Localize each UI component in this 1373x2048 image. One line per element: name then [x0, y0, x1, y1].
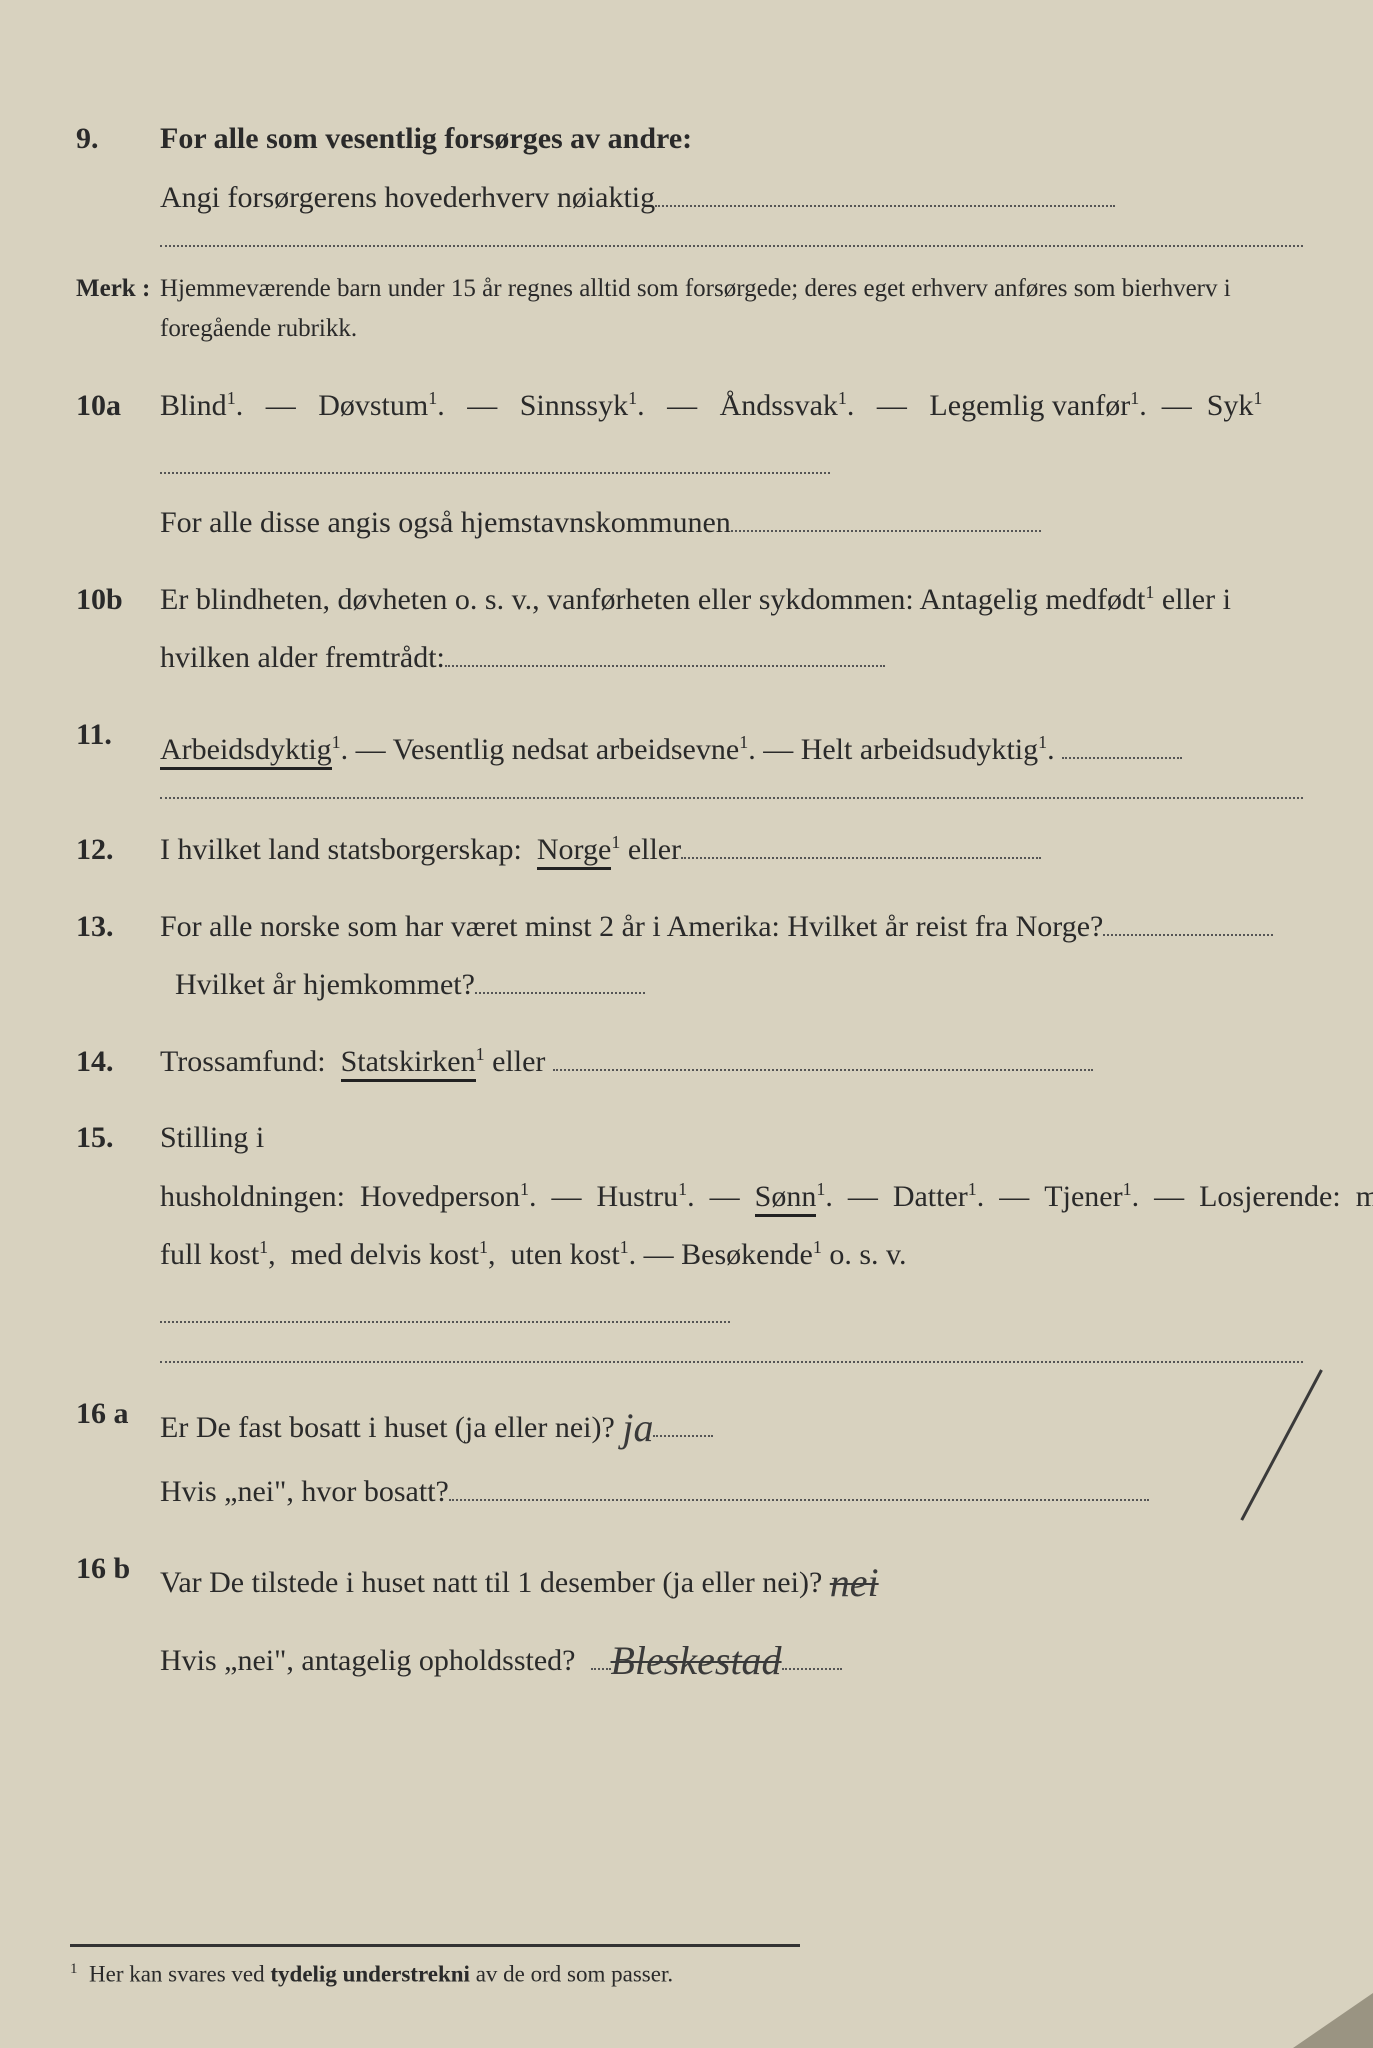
question-16a: 16 a Er De fast bosatt i huset (ja eller… — [70, 1385, 1303, 1522]
q13-number: 13. — [70, 898, 160, 1015]
question-14: 14. Trossamfund: Statskirken1 eller — [70, 1033, 1303, 1092]
q16a-line2: Hvis „nei", hvor bosatt? — [160, 1463, 1303, 1522]
opt-blind[interactable]: Blind — [160, 389, 227, 422]
opt-sinnssyk[interactable]: Sinnssyk — [520, 389, 628, 422]
divider-2 — [160, 797, 1303, 799]
opt-hovedperson[interactable]: Hovedperson — [360, 1180, 520, 1213]
merk-note: Merk : Hjemmeværende barn under 15 år re… — [70, 269, 1303, 349]
opt-norge[interactable]: Norge — [537, 833, 611, 870]
q10a-line2: For alle disse angis også hjemstavnskomm… — [160, 494, 1303, 553]
q10a-number: 10a — [70, 377, 160, 553]
opt-arbeidsdyktig[interactable]: Arbeidsdyktig — [160, 733, 332, 770]
q10a-options: Blind1. — Døvstum1. — Sinnssyk1. — Åndss… — [160, 377, 1303, 494]
q10b-number: 10b — [70, 571, 160, 688]
q16b-number: 16 b — [70, 1540, 160, 1696]
merk-label: Merk : — [70, 269, 160, 349]
opt-datter[interactable]: Datter — [893, 1180, 968, 1213]
q10a-body: Blind1. — Døvstum1. — Sinnssyk1. — Åndss… — [160, 377, 1303, 553]
question-10a: 10a Blind1. — Døvstum1. — Sinnssyk1. — Å… — [70, 377, 1303, 553]
q16a-number: 16 a — [70, 1385, 160, 1522]
opt-legemlig[interactable]: Legemlig vanfør — [929, 389, 1130, 422]
q16b-line1: Var De tilstede i huset natt til 1 desem… — [160, 1540, 1303, 1618]
opt-besokende[interactable]: Besøkende — [681, 1238, 813, 1271]
q15-blank[interactable] — [160, 1290, 730, 1323]
opt-dovstum[interactable]: Døvstum — [318, 389, 428, 422]
q16b-body: Var De tilstede i huset natt til 1 desem… — [160, 1540, 1303, 1696]
q10a-blank[interactable] — [160, 441, 830, 474]
q9-blank[interactable] — [655, 174, 1115, 207]
divider — [160, 245, 1303, 247]
opt-hustru[interactable]: Hustru — [596, 1180, 678, 1213]
opt-sonn[interactable]: Sønn — [755, 1180, 817, 1217]
q16a-body: Er De fast bosatt i huset (ja eller nei)… — [160, 1385, 1303, 1522]
q14-body: Trossamfund: Statskirken1 eller — [160, 1033, 1303, 1092]
footnote: 1 Her kan svares ved tydelig understrekn… — [70, 1944, 800, 1988]
opt-nedsat[interactable]: Vesentlig nedsat arbeidsevne — [393, 733, 740, 766]
q9-line2: Angi forsørgerens hovederhverv nøiaktig — [160, 169, 1303, 228]
q11-blank — [1062, 726, 1182, 759]
q15-body: Stilling i husholdningen: Hovedperson1. … — [160, 1109, 1373, 1343]
q15-number: 15. — [70, 1109, 160, 1343]
page-corner-fold — [1293, 1993, 1373, 2048]
opt-tjener[interactable]: Tjener — [1044, 1180, 1122, 1213]
q9-body: For alle som vesentlig forsørges av andr… — [160, 110, 1303, 227]
opt-statskirken[interactable]: Statskirken — [341, 1045, 476, 1082]
question-13: 13. For alle norske som har været minst … — [70, 898, 1303, 1015]
opt-delviskost[interactable]: med delvis kost — [291, 1238, 479, 1271]
q9-number: 9. — [70, 110, 160, 227]
q12-blank[interactable] — [681, 826, 1041, 859]
opt-syk[interactable]: Syk — [1207, 389, 1254, 422]
q13-blank2[interactable] — [475, 961, 645, 994]
q10a-blank2[interactable] — [731, 499, 1041, 532]
q16b-line2: Hvis „nei", antagelig opholdssted? Blesk… — [160, 1618, 1303, 1696]
divider-3 — [160, 1361, 1303, 1363]
q10b-body: Er blindheten, døvheten o. s. v., vanfør… — [160, 571, 1303, 688]
q16a-line1: Er De fast bosatt i huset (ja eller nei)… — [160, 1385, 1303, 1463]
question-10b: 10b Er blindheten, døvheten o. s. v., va… — [70, 571, 1303, 688]
q16a-blank[interactable] — [449, 1468, 1149, 1501]
answer-16a: ja — [622, 1389, 653, 1467]
question-9: 9. For alle som vesentlig forsørges av a… — [70, 110, 1303, 227]
q14-number: 14. — [70, 1033, 160, 1092]
question-16b: 16 b Var De tilstede i huset natt til 1 … — [70, 1540, 1303, 1696]
opt-udyktig[interactable]: Helt arbeidsudyktig — [801, 733, 1038, 766]
q10b-blank[interactable] — [445, 634, 885, 667]
question-15: 15. Stilling i husholdningen: Hovedperso… — [70, 1109, 1303, 1343]
q11-body: Arbeidsdyktig1. — Vesentlig nedsat arbei… — [160, 706, 1303, 780]
answer-16b-place: Bleskestad — [611, 1622, 782, 1700]
question-11: 11. Arbeidsdyktig1. — Vesentlig nedsat a… — [70, 706, 1303, 780]
opt-andssvak[interactable]: Åndssvak — [720, 389, 838, 422]
q13-body: For alle norske som har været minst 2 år… — [160, 898, 1303, 1015]
q13-blank1[interactable] — [1103, 903, 1273, 936]
q12-body: I hvilket land statsborgerskap: Norge1 e… — [160, 821, 1303, 880]
q12-number: 12. — [70, 821, 160, 880]
answer-16b-struck: nei — [830, 1544, 879, 1622]
q11-number: 11. — [70, 706, 160, 780]
q9-line1: For alle som vesentlig forsørges av andr… — [160, 110, 1303, 169]
question-12: 12. I hvilket land statsborgerskap: Norg… — [70, 821, 1303, 880]
form-page: 9. For alle som vesentlig forsørges av a… — [0, 0, 1373, 1774]
opt-utenkost[interactable]: uten kost — [511, 1238, 620, 1271]
q14-blank[interactable] — [553, 1038, 1093, 1071]
merk-text: Hjemmeværende barn under 15 år regnes al… — [160, 269, 1303, 349]
